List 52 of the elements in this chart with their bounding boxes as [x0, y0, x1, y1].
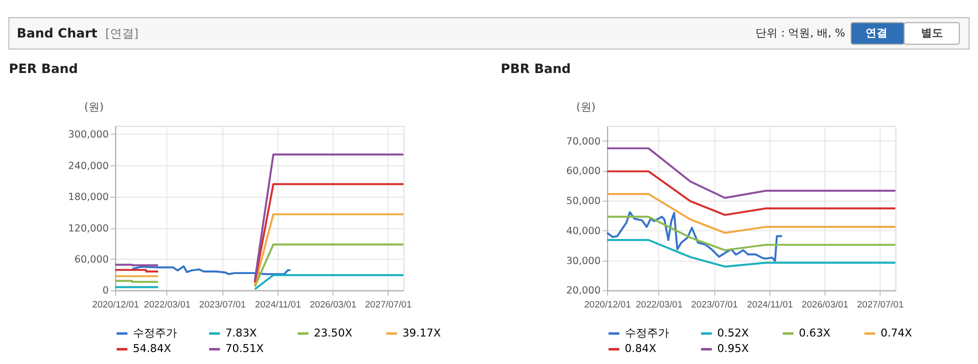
- legend-label: 23.50X: [314, 326, 353, 340]
- text: 별도: [920, 26, 943, 40]
- y-tick-label: 240,000: [68, 160, 109, 172]
- y-tick-label: 300,000: [68, 130, 109, 141]
- legend-label: 수정주가: [624, 326, 669, 340]
- y-tick-label: 20,000: [566, 286, 601, 297]
- line-series: [606, 239, 896, 268]
- y-tick-label: 50,000: [566, 196, 601, 208]
- x-tick-label: 2022/03/01: [636, 299, 683, 310]
- legend-label: 0.95X: [717, 342, 750, 356]
- y-tick-label: 60,000: [74, 254, 109, 266]
- y-axis-title: (원): [84, 100, 104, 114]
- chart-title: PBR Band: [500, 62, 571, 77]
- line-series: [606, 147, 896, 199]
- y-tick-label: 30,000: [566, 256, 601, 267]
- x-tick-label: 2020/12/01: [584, 299, 631, 310]
- x-tick-label: 2027/07/01: [856, 299, 904, 310]
- legend-label: 0.74X: [880, 326, 913, 340]
- chart-title: PER Band: [8, 62, 78, 77]
- line-series: [606, 193, 896, 234]
- y-tick-label: 70,000: [566, 136, 601, 148]
- y-axis-title: (원): [576, 100, 596, 114]
- legend-label: 수정주가: [132, 326, 177, 340]
- text: Band Chart: [16, 26, 98, 42]
- x-tick-label: 2027/07/01: [365, 299, 412, 310]
- y-tick-label: 40,000: [566, 226, 601, 237]
- text: 단위 : 억원, 배, %: [756, 26, 846, 40]
- x-tick-label: 2024/11/01: [746, 299, 793, 310]
- x-tick-label: 2020/12/01: [92, 299, 139, 310]
- legend-label: 70.51X: [225, 342, 264, 356]
- x-tick-label: 2026/03/01: [310, 299, 356, 310]
- x-tick-label: 2022/03/01: [144, 299, 191, 310]
- y-tick-label: 60,000: [566, 166, 601, 178]
- x-tick-label: 2023/07/01: [691, 299, 738, 310]
- line-series: [606, 170, 896, 216]
- x-tick-label: 2023/07/01: [199, 299, 246, 310]
- x-tick-label: 2024/11/01: [255, 299, 302, 310]
- y-tick-label: 120,000: [68, 223, 109, 234]
- line-series: [606, 211, 784, 262]
- legend-label: 0.63X: [798, 326, 832, 340]
- legend-label: 0.52X: [717, 326, 750, 340]
- legend-label: 54.84X: [132, 342, 172, 356]
- y-tick-label: 180,000: [68, 192, 109, 204]
- line-series: [606, 216, 896, 252]
- text: 연결: [866, 26, 888, 40]
- text: [연결]: [105, 26, 138, 40]
- legend-label: 0.84X: [624, 342, 657, 356]
- x-tick-label: 2026/03/01: [802, 299, 848, 310]
- legend-label: 7.83X: [225, 326, 258, 340]
- y-tick-label: 0: [102, 286, 109, 297]
- line-series: [131, 265, 292, 276]
- legend-label: 39.17X: [402, 326, 442, 340]
